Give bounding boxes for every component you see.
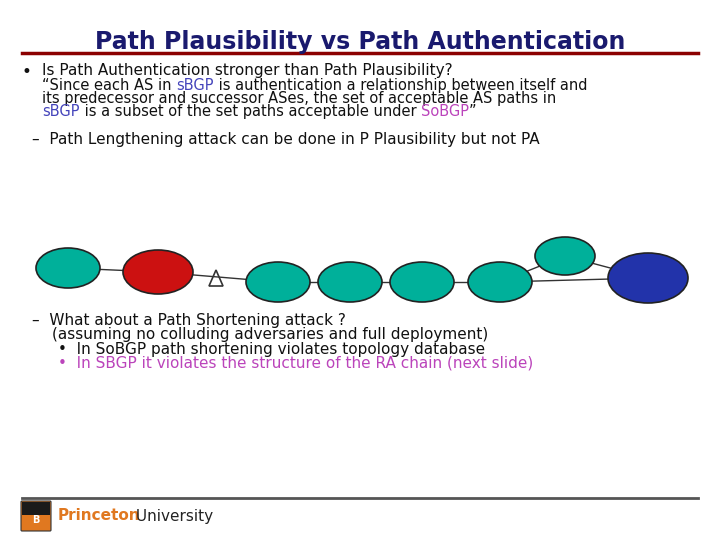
Text: University: University [131,509,213,523]
FancyBboxPatch shape [22,502,50,515]
Ellipse shape [123,250,193,294]
Ellipse shape [608,253,688,303]
FancyBboxPatch shape [21,501,51,531]
Ellipse shape [246,262,310,302]
Text: is a subset of the set paths acceptable under: is a subset of the set paths acceptable … [79,104,420,119]
Text: •: • [22,63,32,81]
Text: SoBGP: SoBGP [420,104,469,119]
Text: Is Path Authentication stronger than Path Plausibility?: Is Path Authentication stronger than Pat… [42,63,453,78]
Ellipse shape [535,237,595,275]
Text: sBGP: sBGP [42,104,79,119]
Text: –  What about a Path Shortening attack ?: – What about a Path Shortening attack ? [32,313,346,328]
Text: its predecessor and successor ASes, the set of acceptable AS paths in: its predecessor and successor ASes, the … [42,91,557,106]
Text: B: B [32,515,40,525]
Text: •  In SBGP it violates the structure of the RA chain (next slide): • In SBGP it violates the structure of t… [58,356,534,371]
Text: Path Plausibility vs Path Authentication: Path Plausibility vs Path Authentication [95,30,625,54]
Text: (assuming no colluding adversaries and full deployment): (assuming no colluding adversaries and f… [52,327,488,342]
Text: is authentication a relationship between itself and: is authentication a relationship between… [214,78,587,93]
Text: •  In SoBGP path shortening violates topology database: • In SoBGP path shortening violates topo… [58,342,485,357]
Text: ”: ” [469,104,477,119]
Text: –  Path Lengthening attack can be done in P Plausibility but not PA: – Path Lengthening attack can be done in… [32,132,539,147]
Text: “Since each AS in: “Since each AS in [42,78,176,93]
Text: sBGP: sBGP [176,78,214,93]
Text: Princeton: Princeton [58,509,140,523]
Ellipse shape [390,262,454,302]
Ellipse shape [468,262,532,302]
Ellipse shape [318,262,382,302]
Ellipse shape [36,248,100,288]
